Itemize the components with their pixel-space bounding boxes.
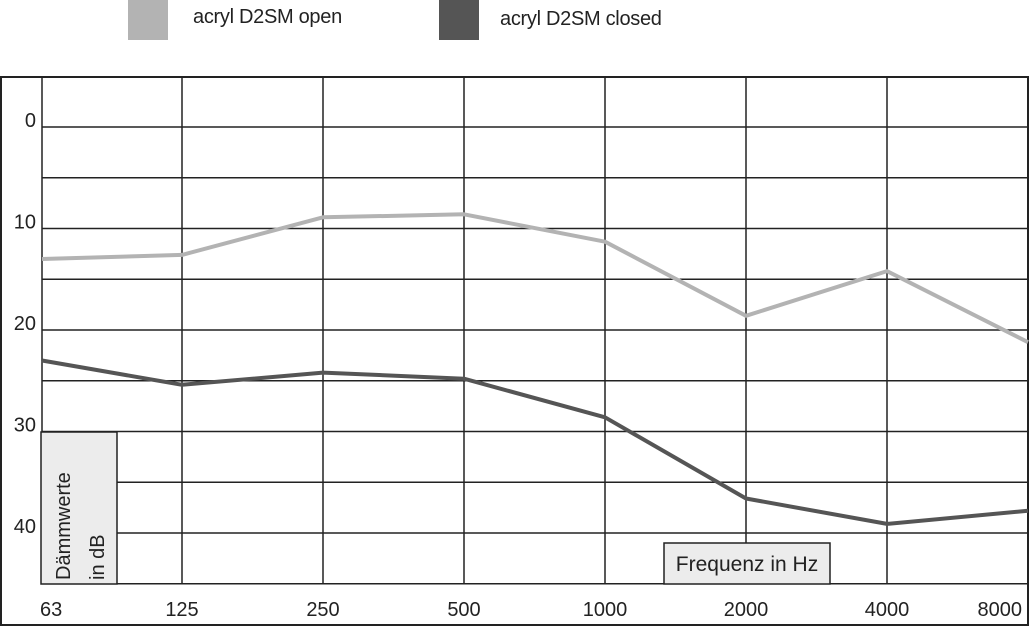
y-tick-40: 40 xyxy=(14,516,36,538)
y-tick-0: 0 xyxy=(25,110,36,132)
series-line-closed xyxy=(41,358,1029,526)
legend-label-open: acryl D2SM open xyxy=(193,6,342,28)
y-axis-label-box xyxy=(40,431,118,585)
y-axis-label-line2: in dB xyxy=(87,534,109,580)
x-tick-2000: 2000 xyxy=(724,599,769,621)
y-tick-10: 10 xyxy=(14,212,36,234)
y-tick-20: 20 xyxy=(14,313,36,335)
x-tick-4000: 4000 xyxy=(865,599,910,621)
series-line-open xyxy=(41,212,1029,344)
legend-swatch-closed xyxy=(439,0,479,40)
x-tick-1000: 1000 xyxy=(583,599,628,621)
plot-frame xyxy=(0,76,1029,626)
x-tick-250: 250 xyxy=(306,599,339,621)
x-axis-label-box xyxy=(663,542,831,585)
series-lines xyxy=(41,212,1029,526)
x-tick-labels: 63 125 250 500 1000 2000 4000 8000 xyxy=(40,599,1022,621)
y-tick-30: 30 xyxy=(14,415,36,437)
x-tick-8000: 8000 xyxy=(978,599,1023,621)
x-axis-label: Frequenz in Hz xyxy=(676,553,818,576)
legend-label-closed: acryl D2SM closed xyxy=(500,8,662,30)
x-tick-125: 125 xyxy=(165,599,198,621)
legend-swatch-open xyxy=(128,0,168,40)
y-tick-labels: 0 10 20 30 40 xyxy=(14,110,36,538)
grid xyxy=(41,77,1029,585)
y-axis-label-line1: Dämmwerte xyxy=(53,472,75,580)
x-tick-500: 500 xyxy=(447,599,480,621)
x-tick-63: 63 xyxy=(40,599,62,621)
